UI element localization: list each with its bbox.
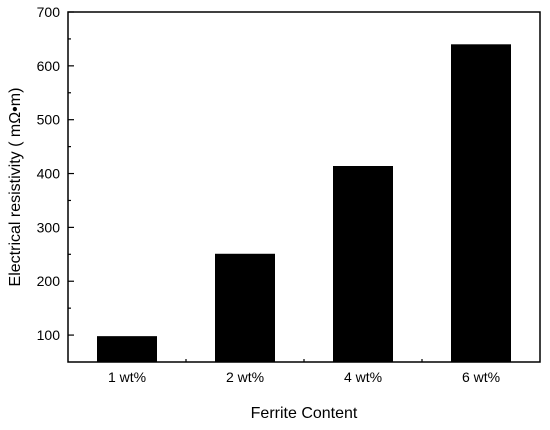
y-tick-label: 500 <box>37 112 61 128</box>
x-tick-label: 1 wt% <box>108 369 146 385</box>
y-tick-label: 600 <box>37 58 61 74</box>
x-tick-label: 6 wt% <box>462 369 500 385</box>
x-axis-title: Ferrite Content <box>251 405 358 422</box>
y-tick-label: 300 <box>37 219 61 235</box>
y-axis-ticks: 100 200 300 400 500 600 700 <box>37 4 74 343</box>
plot-frame <box>67 11 541 363</box>
bar-3 <box>333 166 393 362</box>
bar-4 <box>451 44 511 363</box>
y-tick-label: 400 <box>37 166 61 182</box>
bars-group <box>97 44 511 363</box>
x-tick-label: 4 wt% <box>344 369 382 385</box>
y-axis-title: Electrical resistivity ( mΩ•m) <box>7 88 24 287</box>
bar-2 <box>215 253 275 362</box>
y-tick-label: 700 <box>37 4 61 20</box>
y-tick-label: 100 <box>37 327 61 343</box>
x-axis-ticks: 1 wt% 2 wt% 4 wt% 6 wt% <box>108 356 500 385</box>
y-tick-label: 200 <box>37 273 61 289</box>
x-tick-label: 2 wt% <box>226 369 264 385</box>
